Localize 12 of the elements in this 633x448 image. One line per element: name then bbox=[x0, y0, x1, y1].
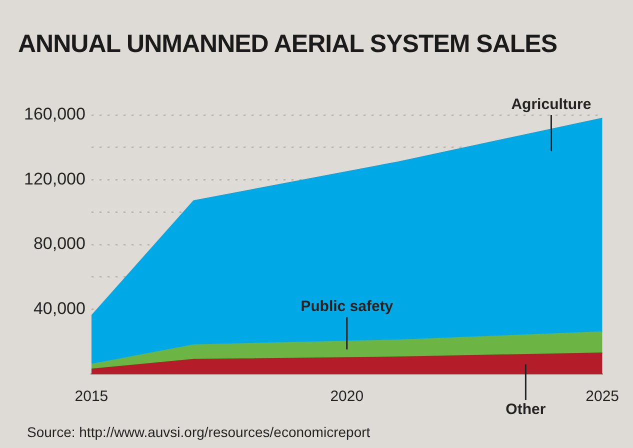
y-tick-label: 120,000 bbox=[24, 169, 86, 188]
y-tick-label: 80,000 bbox=[33, 234, 86, 254]
series-label: Other bbox=[506, 401, 546, 418]
x-tick-label: 2015 bbox=[74, 388, 108, 406]
series-label: Public safety bbox=[300, 298, 394, 316]
x-tick-label: 2025 bbox=[586, 388, 620, 406]
chart-title: ANNUAL UNMANNED AERIAL SYSTEM SALES bbox=[18, 30, 558, 59]
source-note: Source: http://www.auvsi.org/resources/economicreport bbox=[27, 424, 370, 440]
x-tick-label: 2020 bbox=[330, 388, 364, 406]
y-tick-label: 160,000 bbox=[24, 104, 86, 124]
y-tick-label: 40,000 bbox=[33, 298, 86, 318]
series-label: Agriculture bbox=[511, 96, 592, 113]
